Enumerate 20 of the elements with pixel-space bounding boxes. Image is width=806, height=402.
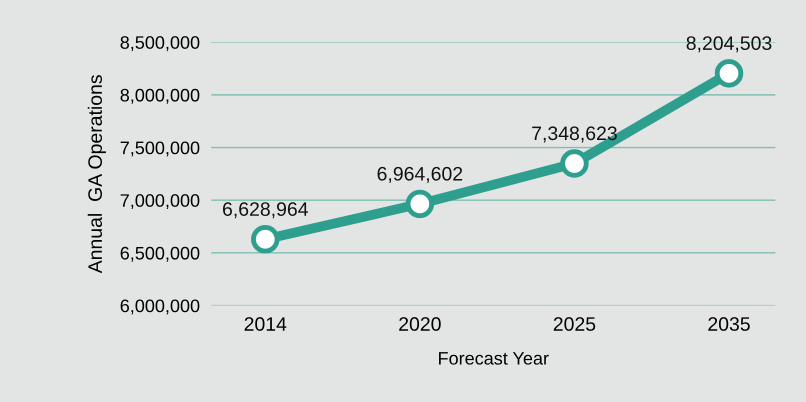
x-axis-title: Forecast Year: [439, 352, 549, 365]
x-tick-label: 2035: [708, 317, 750, 331]
y-tick-label: 6,500,000: [120, 246, 200, 262]
point: [714, 59, 744, 88]
y-tick-label: 7,000,000: [120, 194, 200, 210]
x-tick-label: 2025: [554, 317, 596, 331]
y-tick-label: 6,000,000: [120, 299, 200, 314]
data-label: 7,348,623: [532, 126, 617, 142]
y-tick-label: 8,000,000: [120, 88, 200, 104]
y-tick-label: 7,500,000: [120, 141, 200, 156]
data-label: 6,628,964: [223, 202, 308, 218]
x-tick-label: 2020: [399, 317, 441, 331]
data-label: 8,204,503: [686, 36, 772, 52]
y-axis-title: Annual GA Operations: [88, 75, 106, 274]
data-label: 6,964,602: [378, 166, 462, 183]
point: [406, 190, 434, 218]
x-tick-label: 2014: [244, 317, 286, 331]
point: [251, 225, 280, 254]
point: [560, 149, 589, 178]
y-tick-label: 8,500,000: [120, 36, 200, 52]
